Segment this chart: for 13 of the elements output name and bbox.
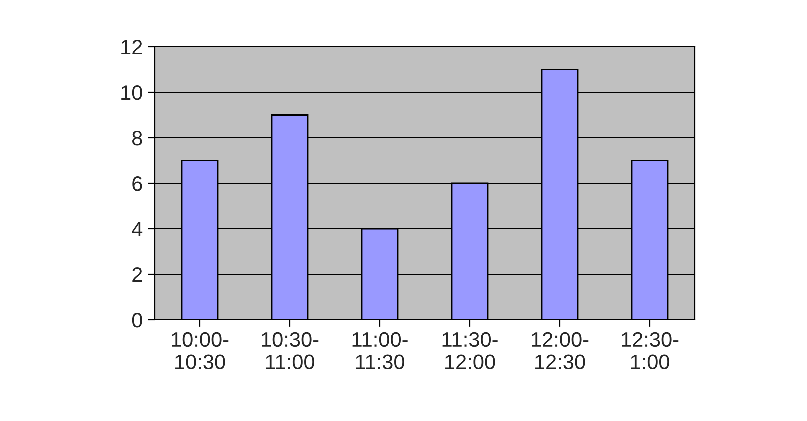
y-tick-label: 8: [132, 131, 142, 146]
y-tick-label: 6: [132, 176, 142, 192]
x-tick-label: 12:30- 1:00: [622, 332, 679, 370]
x-tick-label: 12:00- 12:30: [532, 332, 589, 370]
x-tick-label: 10:30- 11:00: [262, 332, 319, 370]
y-tick-label: 10: [122, 86, 142, 100]
y-tick-label: 12: [122, 40, 142, 55]
y-tick-label: 0: [132, 313, 142, 328]
x-tick-label: 11:30- 12:00: [442, 332, 498, 370]
y-tick-label: 4: [132, 222, 143, 237]
x-tick-label: 10:00- 10:30: [172, 332, 229, 370]
y-tick-label: 2: [132, 268, 142, 282]
x-tick-label: 11:00- 11:30: [352, 332, 408, 370]
